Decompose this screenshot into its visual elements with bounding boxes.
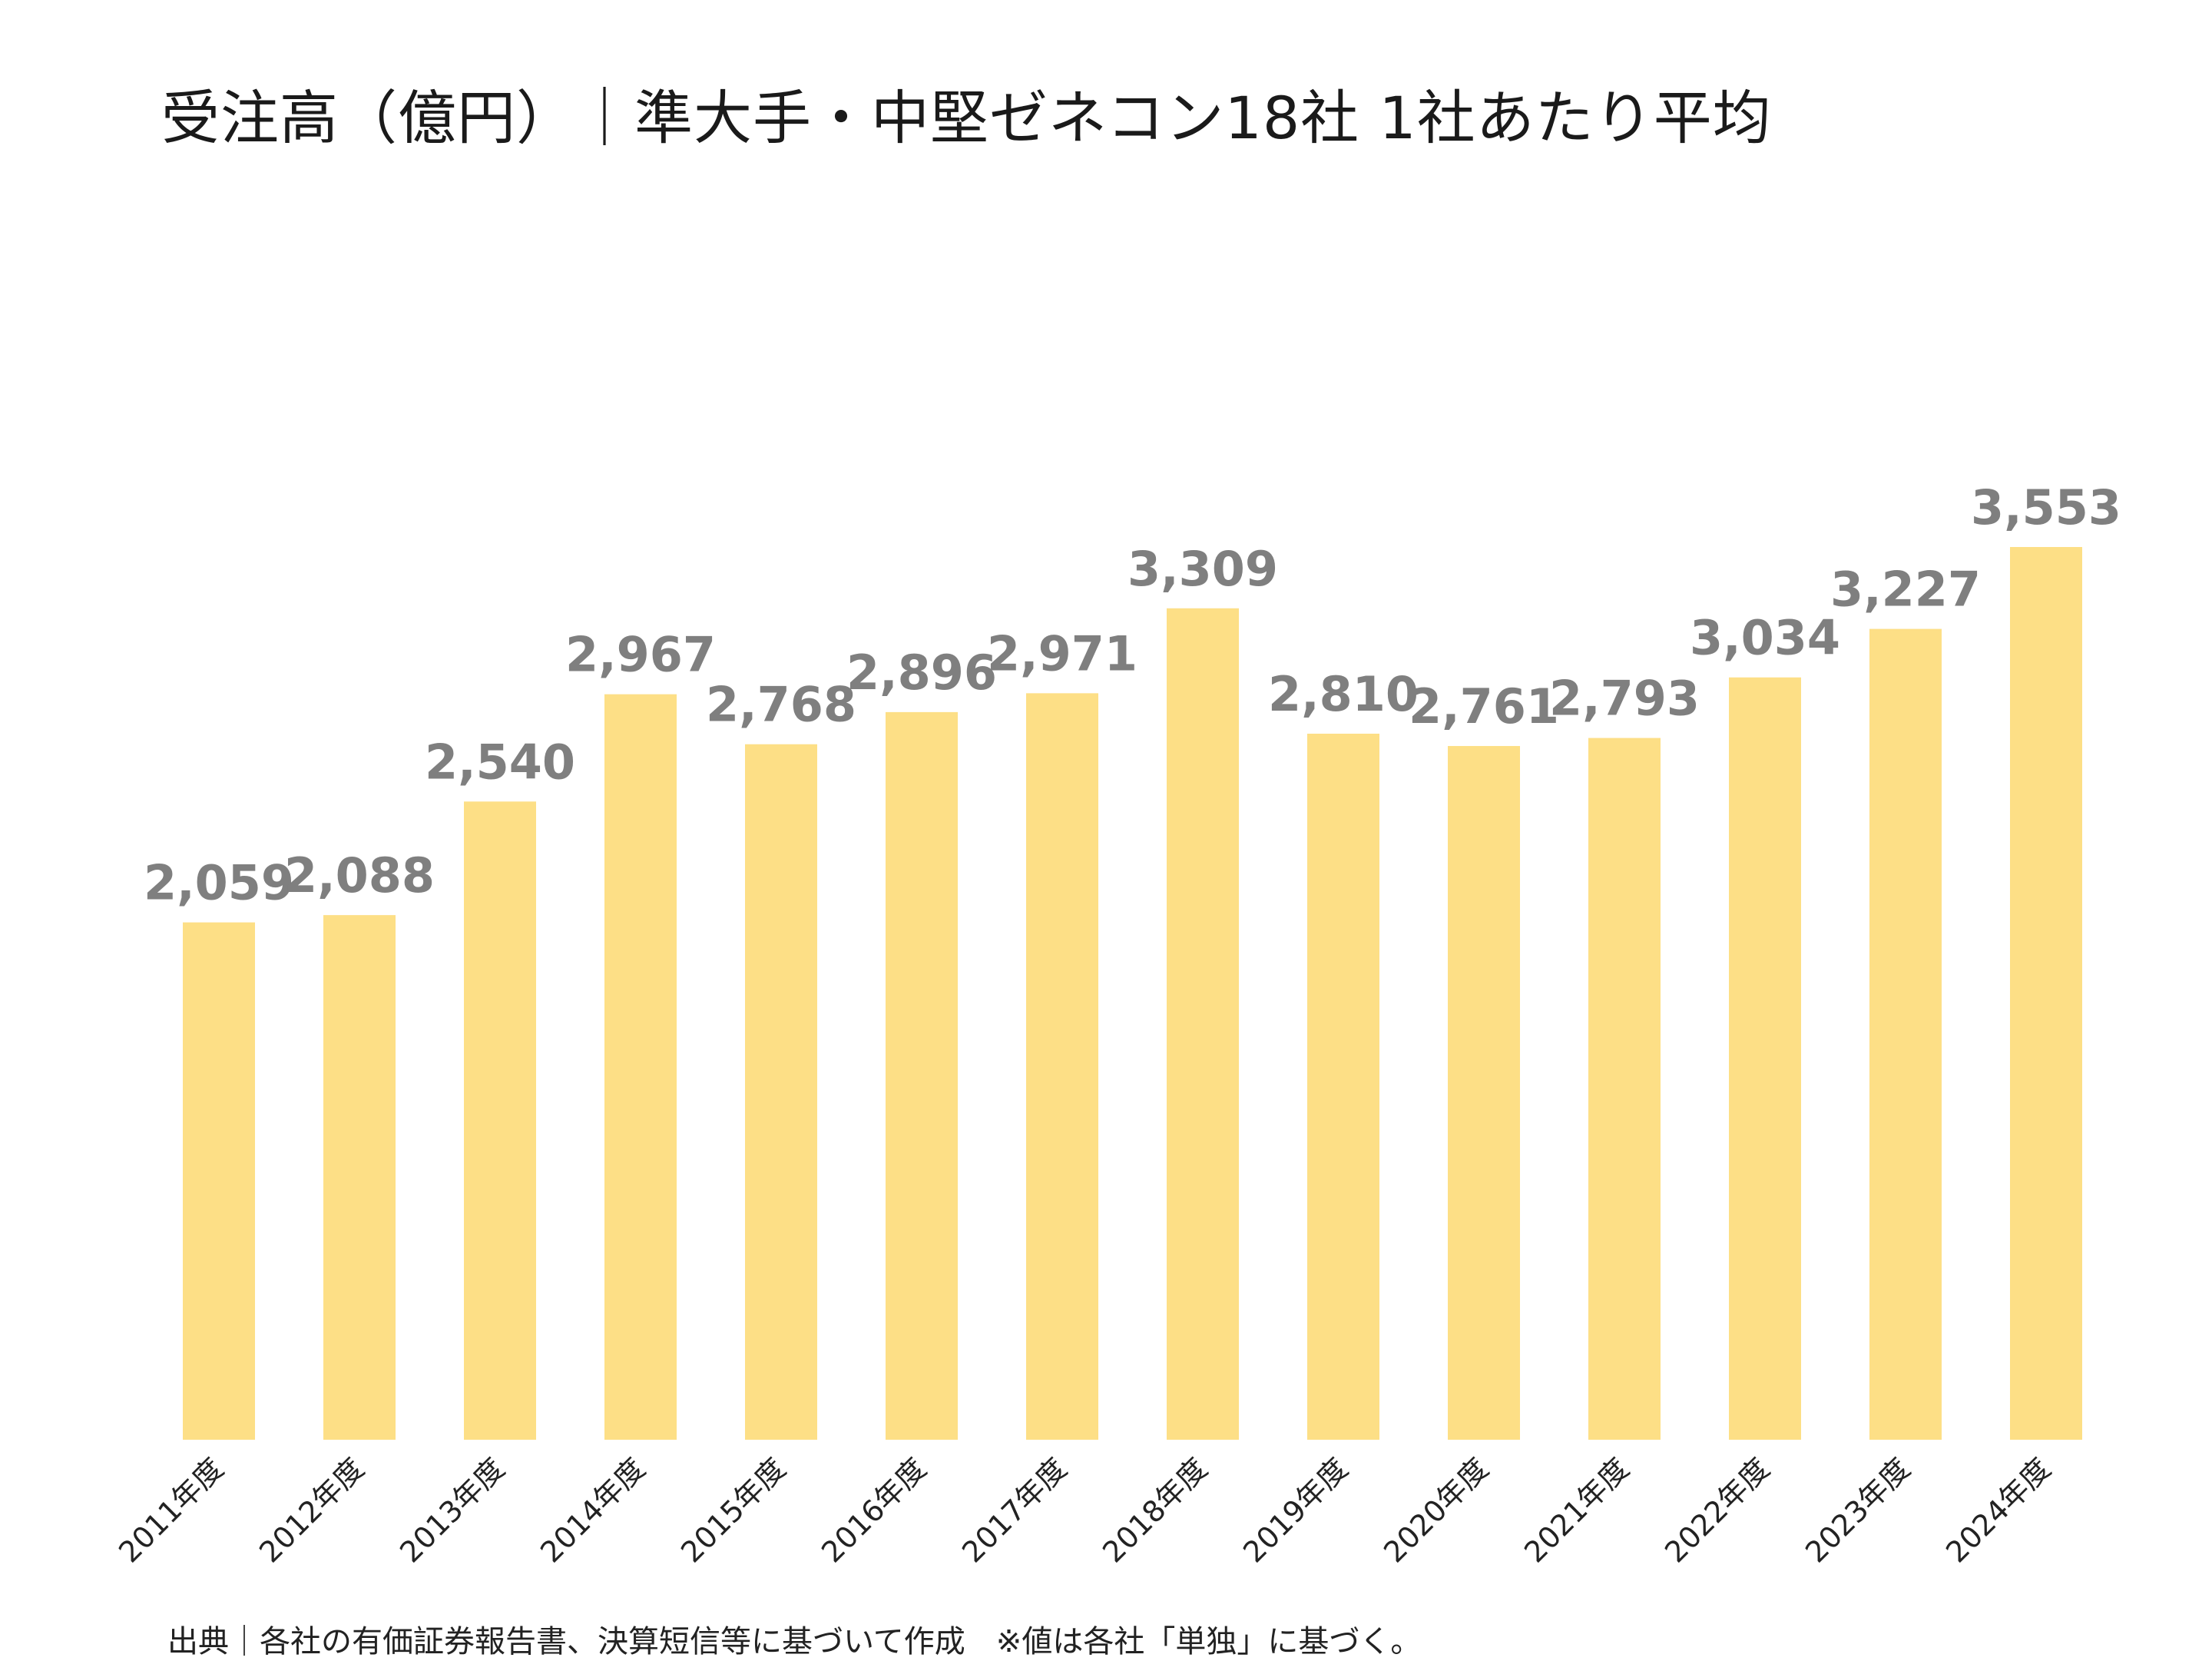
value-label-2023年度: 3,227 — [1830, 562, 1981, 618]
x-tick-labels-layer: 2011年度 2012年度 2013年度 2014年度 2015年度 2016年度 2017… — [112, 1451, 2057, 1569]
value-label-2024年度: 3,553 — [1971, 479, 2121, 535]
bar-2011年度 — [183, 922, 255, 1440]
value-label-2022年度: 3,034 — [1690, 610, 1840, 666]
bar-2016年度 — [886, 711, 958, 1440]
bar-2024年度 — [2010, 547, 2082, 1440]
value-label-2016年度: 2,896 — [846, 645, 997, 701]
x-tick-label-2023年度: 2023年度 — [1799, 1451, 1916, 1569]
x-tick-label-2017年度: 2017年度 — [955, 1451, 1073, 1569]
value-label-2014年度: 2,967 — [565, 627, 716, 683]
x-tick-label-2012年度: 2012年度 — [253, 1451, 370, 1569]
x-tick-label-2022年度: 2022年度 — [1658, 1451, 1776, 1569]
value-label-2020年度: 2,761 — [1409, 678, 1559, 734]
x-tick-label-2024年度: 2024年度 — [1939, 1451, 2057, 1569]
x-tick-label-2011年度: 2011年度 — [112, 1451, 230, 1569]
bars-layer — [183, 547, 2082, 1441]
x-tick-label-2014年度: 2014年度 — [534, 1451, 651, 1569]
bar-2013年度 — [464, 801, 536, 1440]
bar-2023年度 — [1869, 628, 1942, 1441]
chart-title: 受注高（億円）｜準大手・中堅ゼネコン18社 1社あたり平均 — [161, 84, 1772, 152]
bar-2012年度 — [323, 915, 396, 1440]
bar-2014年度 — [604, 694, 677, 1440]
bar-2018年度 — [1167, 608, 1239, 1441]
value-label-2018年度: 3,309 — [1128, 541, 1278, 597]
x-tick-label-2018年度: 2018年度 — [1096, 1451, 1214, 1569]
value-label-2011年度: 2,059 — [144, 855, 294, 911]
x-tick-label-2016年度: 2016年度 — [815, 1451, 932, 1569]
bar-2015年度 — [745, 744, 817, 1440]
bar-2017年度 — [1026, 693, 1098, 1440]
bar-2021年度 — [1588, 738, 1661, 1440]
value-label-2021年度: 2,793 — [1549, 671, 1700, 727]
x-tick-label-2015年度: 2015年度 — [674, 1451, 792, 1569]
source-note: 出典｜各社の有価証券報告書、決算短信等に基づいて作成 ※値は各社「単独」に基づく… — [167, 1624, 1422, 1659]
bar-2020年度 — [1448, 746, 1520, 1440]
x-tick-label-2020年度: 2020年度 — [1377, 1451, 1495, 1569]
value-label-2012年度: 2,088 — [284, 847, 435, 903]
value-label-2013年度: 2,540 — [425, 734, 575, 790]
bar-2022年度 — [1729, 677, 1801, 1440]
x-tick-label-2019年度: 2019年度 — [1237, 1451, 1354, 1569]
x-tick-label-2013年度: 2013年度 — [393, 1451, 511, 1569]
value-label-2015年度: 2,768 — [706, 677, 856, 733]
bar-2019年度 — [1307, 733, 1379, 1440]
value-label-2017年度: 2,971 — [987, 625, 1137, 681]
value-label-2019年度: 2,810 — [1268, 666, 1419, 722]
x-tick-label-2021年度: 2021年度 — [1518, 1451, 1635, 1569]
